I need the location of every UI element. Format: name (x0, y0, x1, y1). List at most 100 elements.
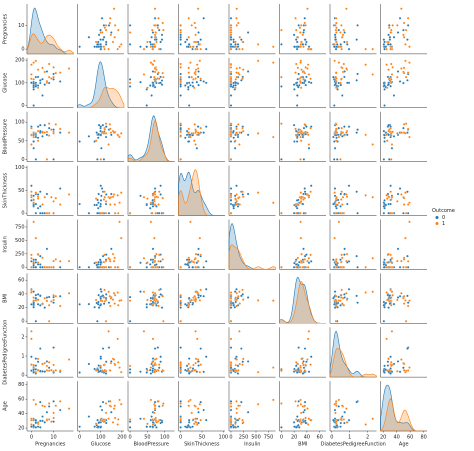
scatter-point (36, 139, 40, 142)
scatter-point (335, 266, 338, 269)
scatter-point (404, 75, 408, 79)
scatter-point (41, 370, 44, 373)
scatter-point (303, 123, 306, 126)
scatter-point (194, 417, 197, 420)
scatter-point (30, 81, 33, 85)
scatter-point (179, 304, 182, 307)
scatter-point (387, 212, 390, 215)
scatter-point (389, 43, 392, 46)
scatter-point (242, 40, 245, 44)
scatter-point (371, 257, 374, 260)
scatter-point (303, 196, 306, 200)
scatter-point (118, 299, 121, 302)
scatter-point (302, 260, 305, 264)
scatter-point (229, 346, 233, 349)
scatter-point (185, 364, 189, 368)
scatter-point (112, 358, 116, 361)
scatter-point (161, 294, 164, 298)
scatter-point (179, 28, 182, 32)
scatter-point (153, 358, 157, 361)
scatter-point (390, 62, 393, 66)
scatter-point (306, 194, 310, 197)
scatter-point (108, 294, 112, 298)
scatter-point (111, 421, 115, 424)
scatter-point (339, 43, 342, 46)
scatter-point (339, 31, 342, 34)
scatter-point (36, 421, 40, 424)
scatter-point (157, 71, 160, 74)
scatter-point (150, 94, 153, 97)
scatter-point (390, 78, 393, 81)
scatter-point (355, 254, 358, 258)
scatter-point (39, 419, 42, 423)
scatter-point (145, 425, 148, 428)
scatter-point (128, 320, 132, 323)
scatter-point (337, 61, 341, 64)
scatter-point (402, 131, 406, 134)
scatter-point (101, 31, 104, 34)
scatter-point (109, 400, 112, 403)
scatter-point (99, 297, 102, 300)
scatter-point (306, 133, 310, 137)
scatter-point (336, 158, 339, 161)
scatter-point (45, 192, 49, 196)
scatter-point (299, 220, 302, 224)
scatter-point (30, 126, 33, 130)
scatter-point (105, 40, 108, 44)
scatter-point (355, 131, 358, 134)
scatter-point (32, 198, 35, 201)
scatter-point (296, 36, 300, 39)
scatter-point (229, 199, 233, 202)
scatter-point (236, 135, 240, 139)
scatter-point (406, 24, 410, 27)
scatter-point (355, 38, 358, 41)
scatter-point (396, 259, 399, 263)
x-tick-label: 0 (280, 435, 283, 441)
scatter-point (241, 363, 244, 366)
scatter-point (36, 125, 40, 128)
scatter-point (187, 81, 191, 85)
scatter-point (364, 423, 367, 426)
scatter-point (335, 420, 338, 423)
scatter-point (234, 45, 237, 48)
scatter-point (229, 423, 233, 426)
scatter-point (111, 298, 115, 301)
scatter-point (102, 132, 106, 135)
y-tick-label: 2 (21, 334, 24, 340)
scatter-point (236, 372, 240, 375)
scatter-point (346, 81, 349, 85)
scatter-point (30, 363, 33, 366)
scatter-point (151, 337, 155, 341)
scatter-point (406, 260, 410, 263)
scatter-point (386, 293, 390, 297)
scatter-point (32, 368, 35, 371)
scatter-point (402, 123, 406, 126)
scatter-point (151, 205, 155, 208)
scatter-point (153, 404, 157, 407)
scatter-point (52, 266, 55, 269)
scatter-point (387, 33, 390, 37)
scatter-point (32, 88, 35, 91)
scatter-point (304, 43, 307, 46)
scatter-point (153, 292, 157, 295)
scatter-point (235, 71, 238, 74)
scatter-point (234, 43, 237, 46)
scatter-point (280, 426, 283, 429)
scatter-point (199, 126, 202, 130)
scatter-point (193, 369, 196, 372)
scatter-point (160, 306, 164, 309)
scatter-point (385, 63, 388, 66)
scatter-point (234, 78, 237, 81)
scatter-point (151, 357, 155, 360)
scatter-point (194, 68, 198, 71)
scatter-point (104, 132, 108, 135)
scatter-point (41, 256, 44, 260)
scatter-point (153, 418, 156, 421)
scatter-point (345, 252, 349, 256)
scatter-point (235, 288, 238, 291)
scatter-point (402, 294, 406, 298)
scatter-point (187, 357, 191, 360)
scatter-point (299, 236, 303, 240)
scatter-point (387, 43, 390, 46)
scatter-point (187, 304, 190, 308)
